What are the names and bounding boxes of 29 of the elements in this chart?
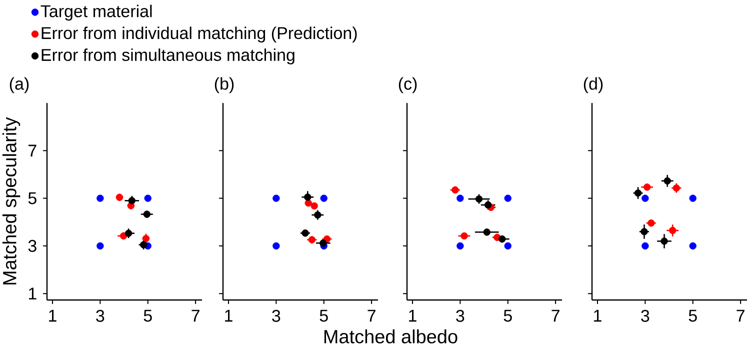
x-tick-label: 1 <box>409 310 416 322</box>
y-tick-label: 1 <box>28 288 36 300</box>
x-tick-label: 7 <box>736 310 744 322</box>
x-axis-title: Matched albedo <box>324 329 458 344</box>
legend-label: Target material <box>40 4 152 21</box>
x-tick-label: 3 <box>272 310 280 322</box>
chart-title: (b) <box>214 77 234 94</box>
x-tick-label: 7 <box>192 310 200 322</box>
chart-title: (c) <box>398 77 417 94</box>
y-axis-title: Matched specularity <box>2 117 20 284</box>
x-tick-label: 5 <box>144 310 152 322</box>
x-tick-label: 7 <box>552 310 560 322</box>
x-tick-label: 5 <box>688 310 697 322</box>
x-tick-label: 5 <box>504 310 512 322</box>
x-tick-label: 3 <box>96 310 104 322</box>
y-tick-label: 7 <box>28 144 36 156</box>
legend-label: Error from individual matching (Prediction) <box>42 26 357 42</box>
y-tick-label: 3 <box>28 240 36 252</box>
x-tick-label: 1 <box>594 310 602 322</box>
x-tick-label: 3 <box>641 310 650 322</box>
legend-label: Error from simultaneous matching <box>42 48 294 64</box>
x-tick-label: 5 <box>320 310 328 322</box>
x-tick-label: 3 <box>456 310 464 322</box>
x-tick-label: 7 <box>368 310 376 322</box>
chart-title: (a) <box>10 77 29 94</box>
x-tick-label: 1 <box>49 310 56 322</box>
y-tick-label: 5 <box>28 192 36 204</box>
x-tick-label: 1 <box>225 310 232 322</box>
chart-title: (d) <box>584 77 603 94</box>
